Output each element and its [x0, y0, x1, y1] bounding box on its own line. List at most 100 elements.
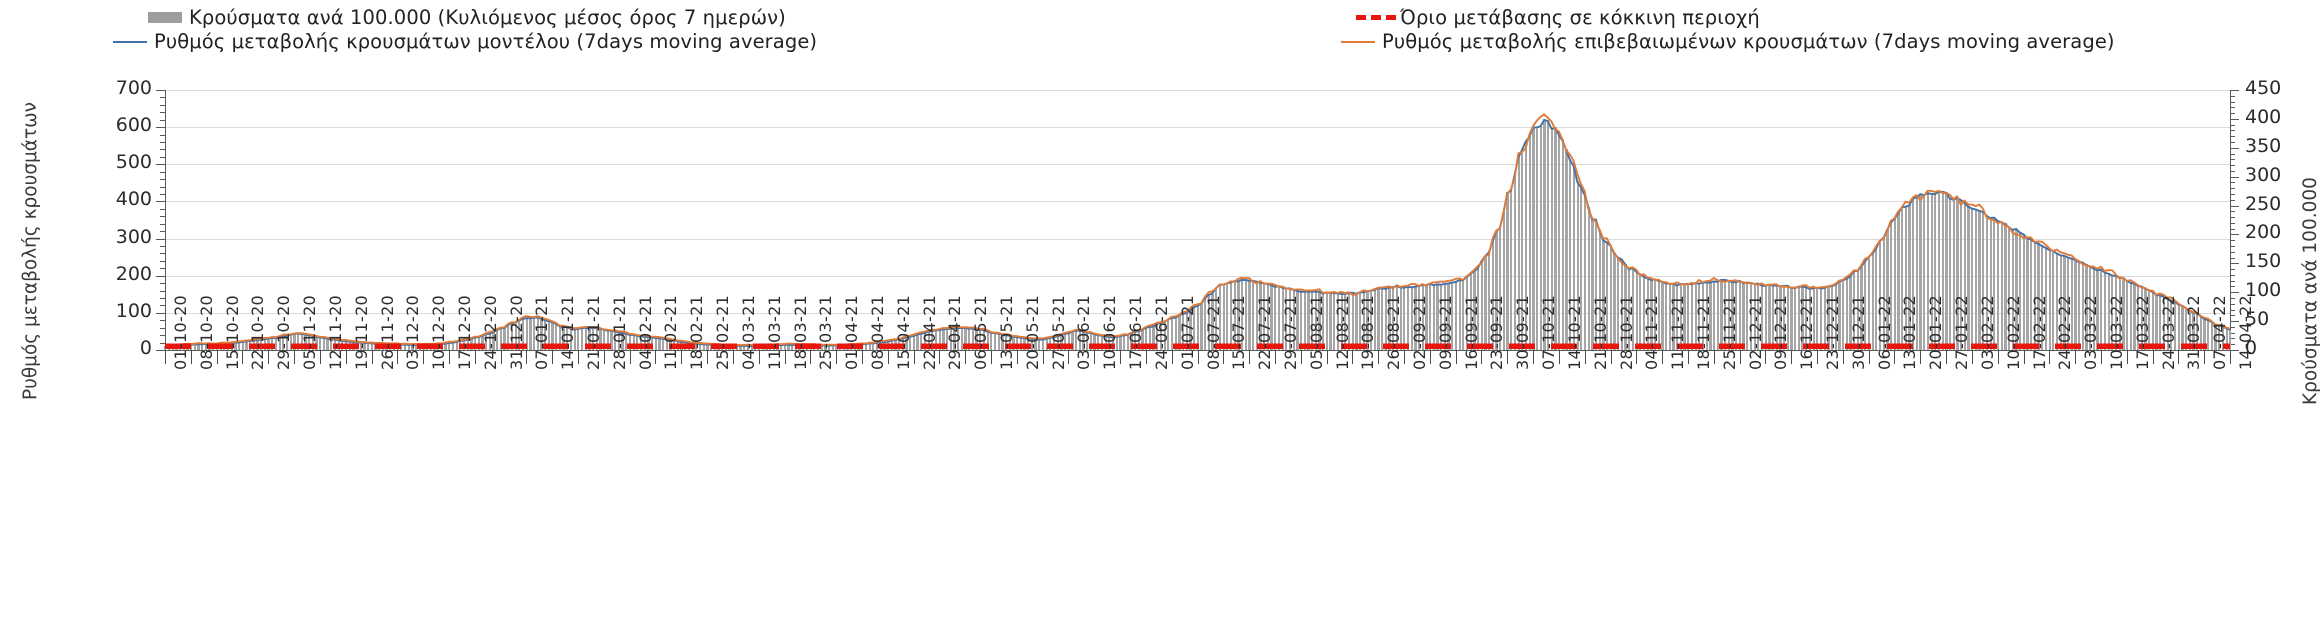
- bar: [1277, 286, 1281, 350]
- y-axis-minor-tick-right: [2230, 217, 2235, 219]
- bar: [905, 337, 908, 350]
- bar: [603, 329, 606, 350]
- x-axis-tick-label: 22-07-21: [1255, 294, 1275, 370]
- bar: [2125, 280, 2129, 350]
- bar: [1679, 283, 1683, 350]
- bar: [580, 328, 584, 350]
- bar: [1580, 186, 1583, 350]
- bar: [665, 339, 668, 350]
- bar-swatch-icon: [148, 12, 182, 23]
- bar: [2229, 330, 2232, 350]
- bar: [1808, 289, 1812, 350]
- bar: [1724, 279, 1727, 350]
- y-axis-minor-tick-left: [160, 208, 165, 210]
- bar: [1377, 288, 1380, 350]
- bar: [2033, 241, 2037, 350]
- bar: [1119, 336, 1122, 350]
- y-axis-minor-tick-right: [2230, 298, 2235, 299]
- x-axis-tick-label: 03-06-21: [1074, 294, 1094, 370]
- legend-label-model-line: Ρυθμός μεταβολής κρουσμάτων μοντέλου (7d…: [154, 30, 818, 53]
- x-axis-tick: [2023, 350, 2025, 364]
- legend-item-confirmed-line[interactable]: Ρυθμός μεταβολής επιβεβαιωμένων κρουσμάτ…: [1341, 30, 2115, 53]
- bar: [1897, 213, 1900, 350]
- x-axis-tick-label: 25-03-21: [816, 294, 836, 370]
- x-axis-tick: [552, 350, 554, 364]
- x-axis-tick-label: 11-02-21: [661, 294, 681, 370]
- bar: [2170, 300, 2173, 350]
- bar: [1233, 280, 1236, 350]
- y-axis-line-right: [2230, 90, 2231, 350]
- x-axis-tick: [732, 350, 734, 364]
- bar: [507, 324, 510, 350]
- x-axis-tick: [1197, 350, 1199, 364]
- bar: [1333, 292, 1336, 350]
- x-axis-tick-label: 22-10-20: [248, 294, 268, 370]
- bar: [285, 335, 289, 350]
- x-axis-tick-label: 11-03-21: [764, 294, 784, 370]
- bar: [1093, 333, 1096, 350]
- x-axis-tick: [1868, 350, 1870, 364]
- x-axis-tick-label: 25-11-21: [1719, 294, 1739, 370]
- bar: [2166, 298, 2169, 350]
- bar: [993, 333, 997, 350]
- x-axis-tick: [913, 350, 915, 364]
- x-axis-tick-label: 17-02-22: [2029, 294, 2049, 370]
- y-axis-tick-label-left: 700: [115, 77, 152, 99]
- bar: [1465, 276, 1469, 350]
- bar: [1274, 286, 1277, 350]
- legend-item-cases-bars[interactable]: Κρούσματα ανά 100.000 (Κυλιόμενος μέσος …: [148, 6, 786, 29]
- bar: [1609, 244, 1612, 350]
- bar: [296, 333, 300, 350]
- bar: [1502, 211, 1506, 350]
- x-axis-tick-label: 30-12-21: [1848, 294, 1868, 370]
- x-axis-tick-label: 17-03-22: [2132, 294, 2152, 370]
- bar: [1867, 256, 1871, 350]
- bar: [964, 327, 967, 350]
- bar: [1646, 278, 1649, 350]
- x-axis-tick: [1068, 350, 1070, 364]
- bar: [827, 345, 831, 350]
- x-axis-tick-label: 08-07-21: [1203, 294, 1223, 370]
- x-axis-tick: [1429, 350, 1431, 364]
- bar: [2015, 228, 2018, 350]
- bar: [1104, 336, 1107, 350]
- bar: [414, 345, 418, 350]
- x-axis-tick: [2049, 350, 2051, 364]
- x-axis-tick-label: 08-10-20: [196, 294, 216, 370]
- bar: [595, 328, 598, 350]
- bar: [1779, 285, 1782, 350]
- bar: [1215, 288, 1218, 350]
- bar: [1340, 293, 1343, 350]
- bar: [499, 327, 503, 350]
- legend-item-threshold[interactable]: Όριο μετάβασης σε κόκκινη περιοχή: [1356, 6, 1760, 29]
- y-axis-tick-right: [2230, 263, 2239, 265]
- x-axis-tick-label: 03-03-22: [2081, 294, 2101, 370]
- y-axis-tick-label-left: 200: [115, 262, 152, 285]
- bar: [606, 330, 609, 350]
- bar: [990, 332, 993, 350]
- bar: [617, 332, 621, 350]
- bar: [1001, 335, 1004, 350]
- bar: [1915, 196, 1919, 350]
- bar: [1207, 294, 1211, 350]
- bar: [997, 333, 1000, 350]
- bar: [1488, 252, 1491, 350]
- x-axis-tick: [448, 350, 450, 364]
- bar: [1443, 283, 1447, 350]
- bar: [875, 342, 879, 350]
- y-axis-minor-tick-right: [2230, 257, 2235, 259]
- x-axis-tick: [1662, 350, 1664, 364]
- bar: [1853, 271, 1856, 350]
- legend-item-model-line[interactable]: Ρυθμός μεταβολής κρουσμάτων μοντέλου (7d…: [113, 30, 817, 53]
- bar: [953, 328, 956, 350]
- x-axis-tick: [1249, 350, 1251, 364]
- y-axis-minor-tick-right: [2230, 194, 2235, 195]
- bar: [1170, 317, 1174, 350]
- bar: [1266, 284, 1270, 350]
- bar: [241, 341, 244, 350]
- bar: [1447, 282, 1450, 350]
- x-axis-tick: [1791, 350, 1793, 364]
- bar: [1558, 133, 1561, 350]
- bar: [1193, 306, 1196, 350]
- bar: [2173, 301, 2177, 350]
